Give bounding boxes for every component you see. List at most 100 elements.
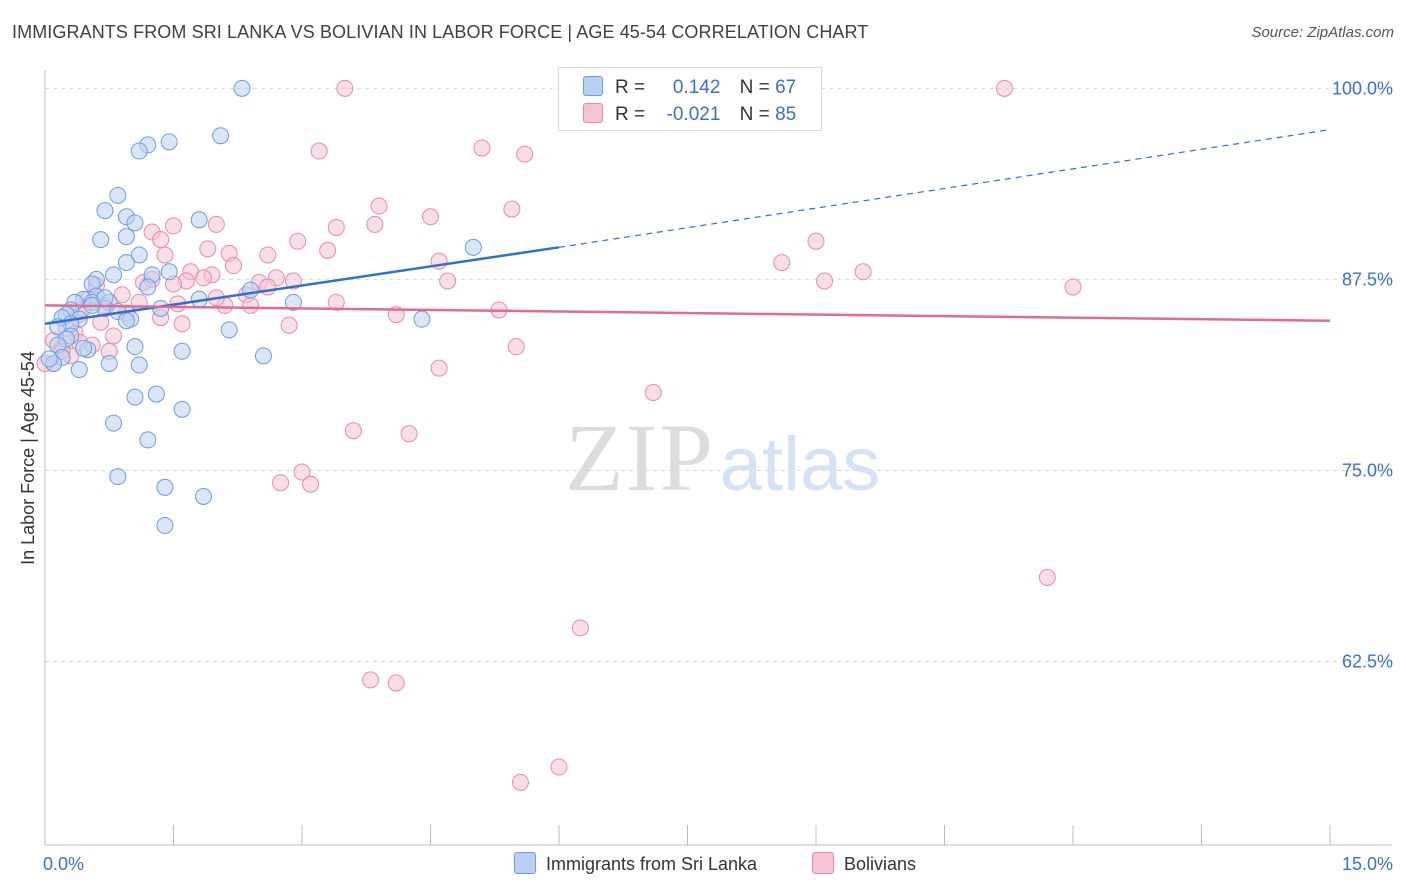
bolivians-point [362,671,380,689]
y-tick-label: 62.5% [1342,652,1393,672]
sri-lanka-point [117,228,135,246]
bolivians-point [293,463,311,481]
y-tick-label: 100.0% [1332,78,1393,98]
y-tick-label: 87.5% [1342,269,1393,289]
legend-r-label: R = [615,104,646,125]
bolivians-point [1038,568,1056,586]
bolivians-point [319,241,337,259]
bottom-legend-sri-lanka: Immigrants from Sri Lanka [514,852,757,875]
sri-lanka-point [254,347,272,365]
bolivians-point [156,246,174,264]
sri-lanka-point [130,246,148,264]
bolivians-point [105,327,123,345]
bolivians-point [507,338,525,356]
watermark-atlas: atlas [720,422,881,507]
sri-lanka-point [109,186,127,204]
correlation-legend: R = 0.142 N = 67 R = -0.021 N = 85 [558,67,822,131]
bolivians-point [113,286,131,304]
sri-lanka-point [117,254,135,272]
sri-lanka-point [173,400,191,418]
legend-r-value: 0.142 [672,77,721,98]
bottom-legend-swatch-pink [812,852,834,874]
bolivians-point [807,232,825,250]
tick-labels: 62.5% 75.0% 87.5% 100.0% 0.0% 15.0% In Labor F… [18,78,1393,874]
legend-n-value: 67 [775,77,797,98]
sri-lanka-point [173,342,191,360]
bolivians-point [259,246,277,264]
bolivians-point [422,208,439,226]
legend-swatch-blue [583,76,603,96]
sri-lanka-point [139,431,157,449]
y-tick-label: 75.0% [1342,460,1393,480]
bolivians-point [439,272,457,290]
x-tick-label-min: 0.0% [43,854,84,874]
bolivians-point [302,475,320,493]
legend-r-value: -0.021 [666,104,721,125]
bolivians-point [173,315,191,333]
source-label: Source: ZipAtlas.com [1251,24,1394,41]
bolivians-point [280,316,298,334]
sri-lanka-point [160,263,178,281]
bolivians-point [152,231,170,249]
bolivians-point [571,619,589,637]
axes [44,70,1392,846]
bolivians-point [366,215,384,233]
x-tick-label-max: 15.0% [1342,854,1393,874]
sri-lanka-point [130,142,148,160]
sri-lanka-point [147,385,165,403]
sri-lanka-trend-line [44,246,560,325]
sri-lanka-point [109,468,127,486]
bolivians-point [430,359,448,377]
trend-lines [44,129,1331,325]
sri-lanka-point [156,478,174,496]
sri-lanka-point [194,487,212,505]
sri-lanka-point [96,202,114,220]
bolivians-point [1064,278,1082,296]
bolivians-point [336,79,354,97]
bottom-legend-label: Immigrants from Sri Lanka [546,854,758,874]
sri-lanka-point [242,281,260,299]
sri-lanka-point [220,321,238,339]
legend-n-label: N = [739,104,770,125]
bolivians-point [272,474,290,492]
sri-lanka-point [100,354,118,372]
sri-lanka-point [464,238,482,256]
sri-lanka-point [126,338,144,356]
watermark: ZIP atlas [565,404,880,511]
bolivians-point [503,200,521,218]
bolivians-point [165,217,182,235]
sri-lanka-point [156,517,174,535]
bottom-legend-label: Bolivians [844,854,917,874]
sri-lanka-point [233,79,251,97]
bolivians-point [289,232,307,250]
bolivians-point [224,257,242,275]
bolivians-point [327,218,345,236]
bottom-legend-bolivians: Bolivians [812,852,916,875]
bolivians-point [854,263,872,281]
bottom-legend-swatch-blue [514,852,536,874]
sri-lanka-point [105,266,123,284]
bolivians-point [387,674,405,692]
watermark-zip: ZIP [565,404,715,511]
bolivians-point [207,215,225,233]
bolivians-point [644,384,662,402]
sri-lanka-point [130,356,148,374]
gridlines [45,87,1392,663]
bolivians-point [511,773,529,791]
bolivians-point [516,145,534,163]
sri-lanka-point [139,278,157,296]
bolivians-point [995,79,1013,97]
bolivians-point [284,272,302,290]
legend-swatch-pink [583,103,603,123]
sri-lanka-trend-extension [558,129,1331,248]
bolivians-point [473,139,491,157]
bolivians-point [773,254,791,272]
bolivians-points [36,79,1082,791]
legend-row-bolivians: R = -0.021 N = 85 [583,103,796,126]
legend-n-value: 85 [775,104,797,125]
bolivians-point [550,758,568,776]
sri-lanka-point [96,289,114,307]
bolivians-point [310,142,328,160]
sri-lanka-point [413,310,431,328]
